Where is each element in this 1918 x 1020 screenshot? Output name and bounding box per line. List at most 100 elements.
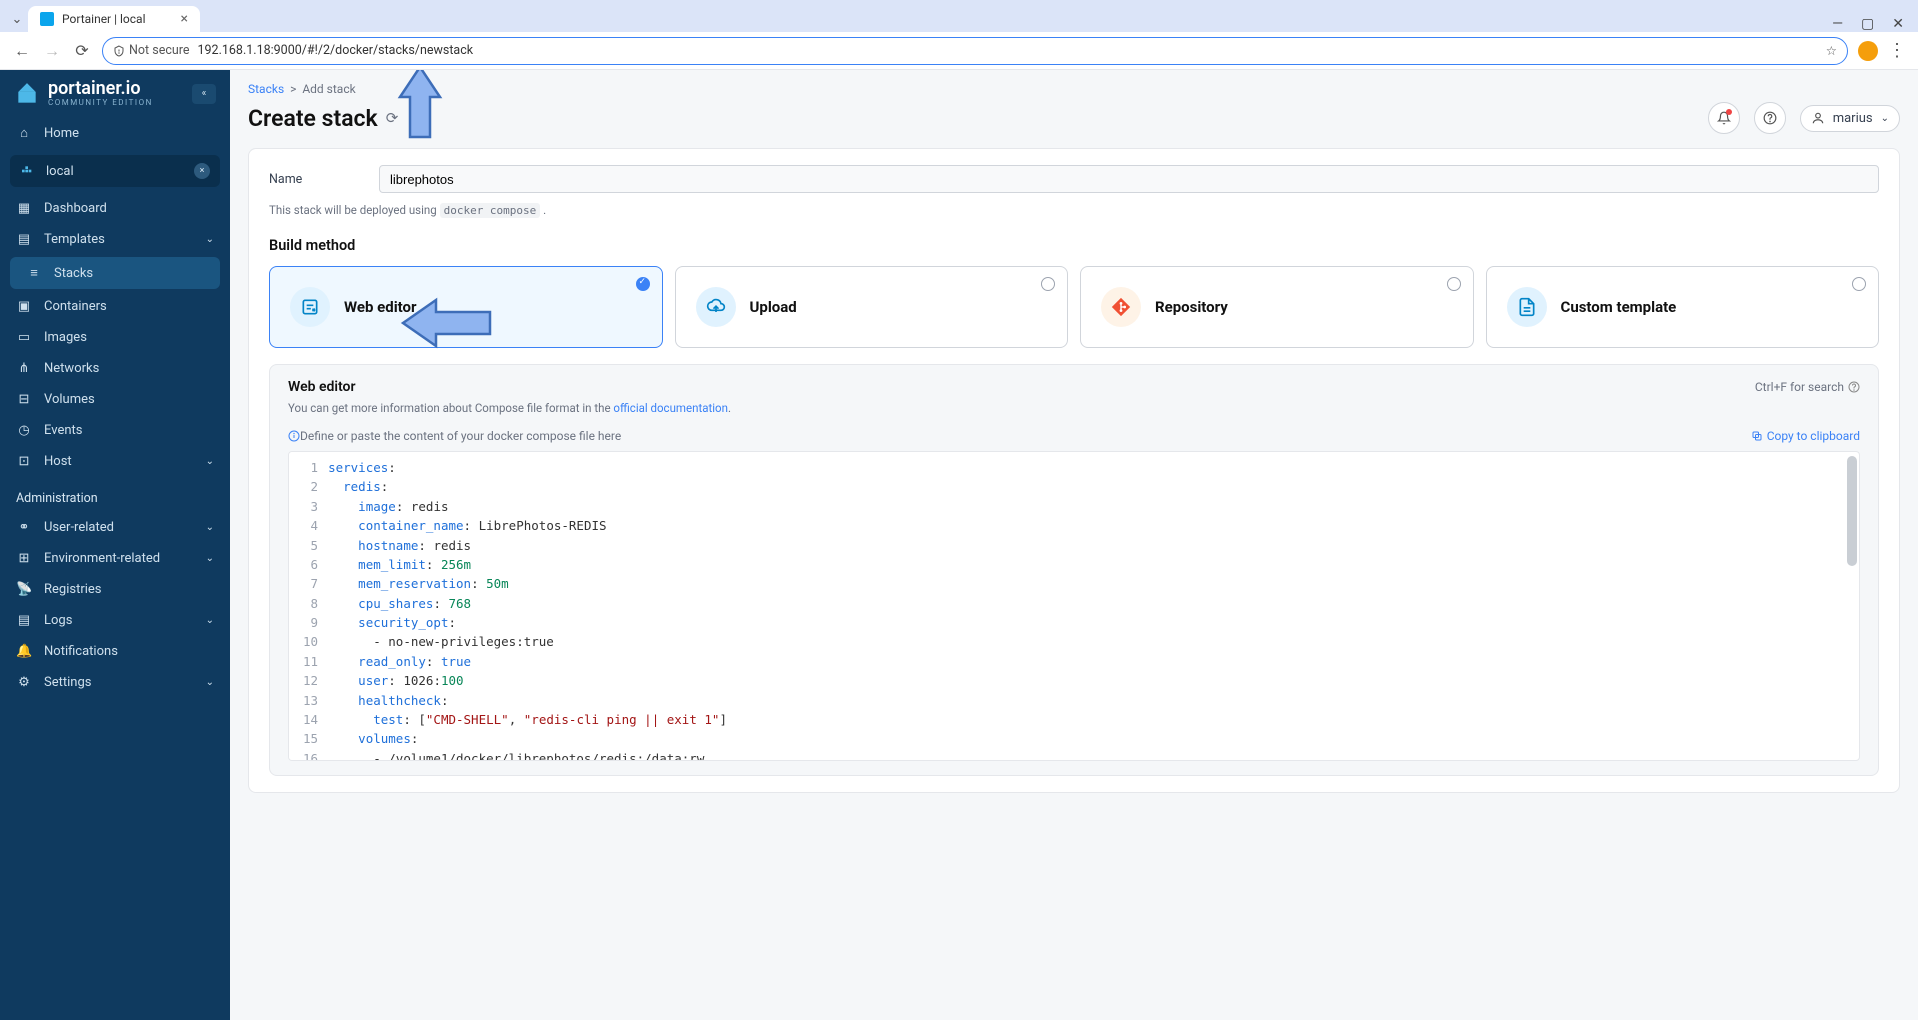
nav-networks[interactable]: ⋔Networks <box>0 353 230 384</box>
help-icon <box>1763 111 1777 125</box>
nav-label: Templates <box>44 232 105 247</box>
browser-tab[interactable]: Portainer | local × <box>28 6 200 32</box>
editor-title: Web editor <box>288 379 356 395</box>
nav-logs[interactable]: ▤Logs⌄ <box>0 605 230 636</box>
env-close-icon[interactable]: × <box>194 163 210 179</box>
nav-forward-icon[interactable]: → <box>42 41 62 61</box>
nav-host[interactable]: ⊡Host⌄ <box>0 446 230 477</box>
nav-label: Containers <box>44 299 107 314</box>
bookmark-star-icon[interactable]: ☆ <box>1826 43 1837 59</box>
line-gutter: 1234567891011121314151617181920 <box>289 452 328 760</box>
info-icon <box>288 430 300 442</box>
method-label: Upload <box>750 298 797 316</box>
nav-label: Settings <box>44 675 91 690</box>
chevron-down-icon: ⌄ <box>206 615 214 626</box>
help-button[interactable] <box>1754 102 1786 134</box>
nav-templates[interactable]: ▤ Templates ⌄ <box>0 224 230 255</box>
method-web-editor[interactable]: Web editor <box>269 266 663 348</box>
registries-icon: 📡 <box>16 582 32 597</box>
copy-to-clipboard[interactable]: Copy to clipboard <box>1751 429 1860 443</box>
code-content[interactable]: services: redis: image: redis container_… <box>328 452 1859 760</box>
deploy-hint: This stack will be deployed using docker… <box>269 203 1879 217</box>
sidebar-collapse-button[interactable]: « <box>192 84 216 104</box>
tab-favicon <box>40 12 54 26</box>
docs-link[interactable]: official documentation <box>613 401 728 415</box>
nav-user-related[interactable]: ⚭User-related⌄ <box>0 512 230 543</box>
nav-back-icon[interactable]: ← <box>12 41 32 61</box>
method-icon <box>696 287 736 327</box>
stack-name-input[interactable] <box>379 165 1879 193</box>
method-label: Web editor <box>344 298 417 316</box>
window-minimize-icon[interactable]: — <box>1832 16 1843 32</box>
tab-title: Portainer | local <box>62 12 146 26</box>
breadcrumb-root[interactable]: Stacks <box>248 82 284 96</box>
user-name: marius <box>1833 111 1873 126</box>
method-custom-template[interactable]: Custom template <box>1486 266 1880 348</box>
nav-volumes[interactable]: ⊟Volumes <box>0 384 230 415</box>
browser-menu-icon[interactable]: ⋮ <box>1888 40 1906 61</box>
nav-label: Environment-related <box>44 551 160 566</box>
notif-icon: 🔔 <box>16 644 32 659</box>
nav-home[interactable]: ⌂ Home <box>0 117 230 149</box>
breadcrumb-sep: > <box>290 82 296 96</box>
nav-notifications[interactable]: 🔔Notifications <box>0 636 230 667</box>
method-upload[interactable]: Upload <box>675 266 1069 348</box>
page-title: Create stack <box>248 105 378 132</box>
chevron-down-icon: ⌄ <box>206 522 214 533</box>
radio-indicator <box>636 277 650 291</box>
settings-icon: ⚙ <box>16 675 32 690</box>
nav-reload-icon[interactable]: ⟳ <box>72 41 92 60</box>
sidebar: portainer.io COMMUNITY EDITION « ⌂ Home … <box>0 70 230 1020</box>
tab-close-icon[interactable]: × <box>181 11 188 27</box>
nav-dashboard[interactable]: ▦Dashboard <box>0 193 230 224</box>
window-maximize-icon[interactable]: ▢ <box>1861 16 1874 32</box>
method-repository[interactable]: Repository <box>1080 266 1474 348</box>
user-icon <box>1811 111 1825 125</box>
nav-stacks[interactable]: ≡ Stacks <box>10 257 220 289</box>
breadcrumb: Stacks > Add stack <box>248 82 1900 96</box>
home-icon: ⌂ <box>16 125 32 141</box>
nav-events[interactable]: ◷Events <box>0 415 230 446</box>
radio-indicator <box>1041 277 1055 291</box>
build-method-title: Build method <box>269 237 1879 254</box>
code-editor[interactable]: 1234567891011121314151617181920 services… <box>288 451 1860 761</box>
scrollbar[interactable] <box>1847 456 1857 566</box>
notifications-button[interactable] <box>1708 102 1740 134</box>
refresh-icon[interactable]: ⟳ <box>386 109 399 127</box>
nav-settings[interactable]: ⚙Settings⌄ <box>0 667 230 698</box>
nav-label: Home <box>44 126 79 141</box>
nav-environment-related[interactable]: ⊞Environment-related⌄ <box>0 543 230 574</box>
environment-selector[interactable]: local × <box>10 155 220 187</box>
copy-icon <box>1751 430 1763 442</box>
url-text: 192.168.1.18:9000/#!/2/docker/stacks/new… <box>198 43 474 58</box>
docker-icon <box>20 163 36 179</box>
copy-label: Copy to clipboard <box>1767 429 1860 443</box>
security-indicator[interactable]: Not secure <box>113 43 190 58</box>
brand-name: portainer.io <box>48 80 153 98</box>
chevron-down-icon: ⌄ <box>206 234 214 245</box>
url-field[interactable]: Not secure 192.168.1.18:9000/#!/2/docker… <box>102 37 1848 65</box>
profile-avatar-icon[interactable] <box>1858 41 1878 61</box>
logs-icon: ▤ <box>16 613 32 628</box>
radio-indicator <box>1852 277 1866 291</box>
window-close-icon[interactable]: ✕ <box>1892 16 1904 32</box>
stacks-icon: ≡ <box>26 265 42 281</box>
nav-label: Stacks <box>54 266 93 281</box>
dashboard-icon: ▦ <box>16 201 32 216</box>
env-icon: ⊞ <box>16 551 32 566</box>
user-menu[interactable]: marius ⌄ <box>1800 105 1900 132</box>
brand-sub: COMMUNITY EDITION <box>48 98 153 107</box>
images-icon: ▭ <box>16 330 32 345</box>
templates-icon: ▤ <box>16 232 32 247</box>
tab-list-dropdown[interactable]: ⌄ <box>6 6 28 32</box>
method-icon <box>1101 287 1141 327</box>
nav-label: User-related <box>44 520 114 535</box>
nav-containers[interactable]: ▣Containers <box>0 291 230 322</box>
nav-images[interactable]: ▭Images <box>0 322 230 353</box>
nav-label: Events <box>44 423 82 438</box>
form-card: Name This stack will be deployed using d… <box>248 148 1900 793</box>
breadcrumb-current: Add stack <box>302 82 355 96</box>
radio-indicator <box>1447 277 1461 291</box>
nav-registries[interactable]: 📡Registries <box>0 574 230 605</box>
page-header: Create stack ⟳ marius ⌄ <box>248 102 1900 134</box>
